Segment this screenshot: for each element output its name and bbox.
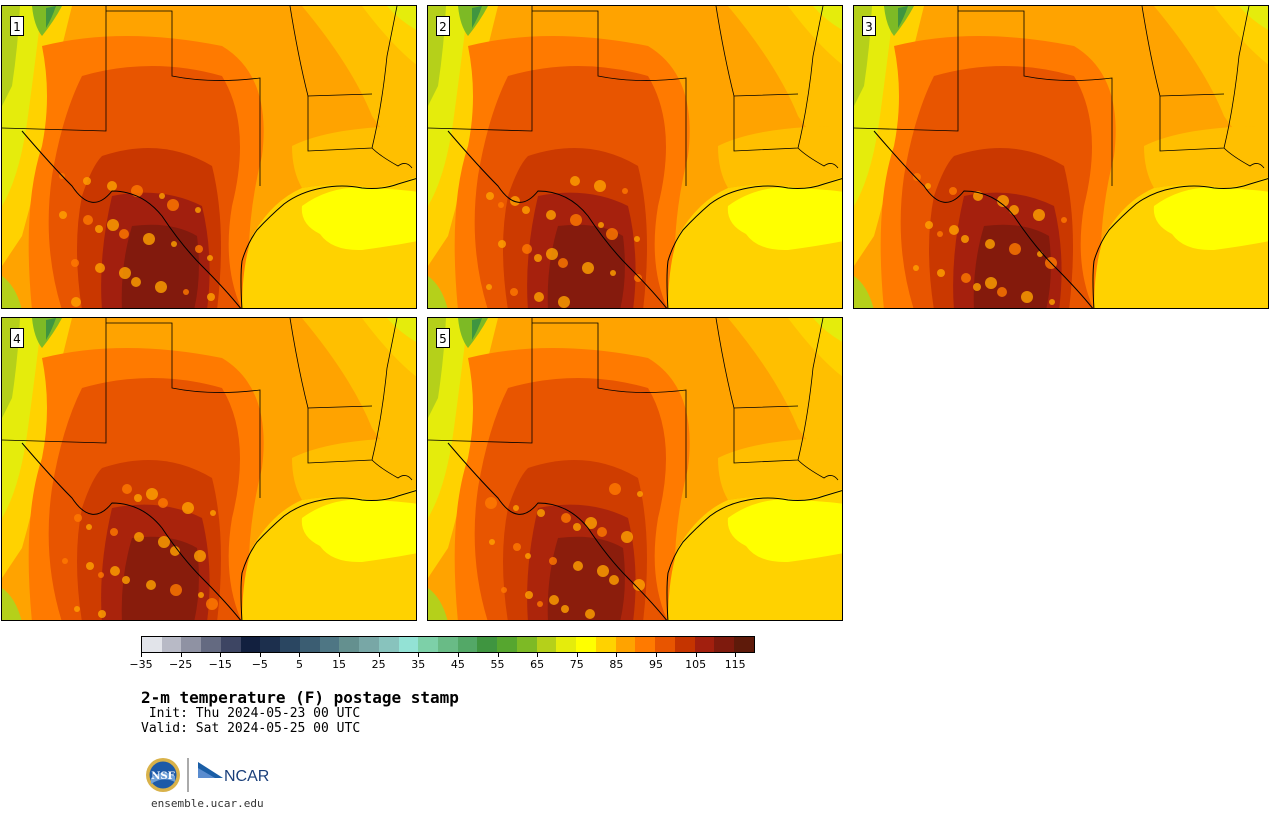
colorbar-tick [695, 653, 697, 657]
temperature-map [2, 6, 416, 308]
colorbar-swatch [674, 637, 695, 652]
colorbar-swatch [418, 637, 439, 652]
colorbar-swatch [734, 637, 754, 652]
panel-number: 1 [10, 16, 24, 36]
colorbar-swatch [576, 637, 596, 652]
colorbar-tick [735, 653, 737, 657]
panel-number: 5 [436, 328, 450, 348]
ncar-logo-text: NCAR [224, 768, 269, 785]
colorbar-tick-label: −5 [251, 658, 268, 671]
colorbar-tick-label: 45 [450, 658, 465, 671]
colorbar-tick [141, 653, 142, 657]
colorbar-swatch [556, 637, 577, 652]
colorbar-swatch [714, 637, 735, 652]
nsf-logo-icon: NSF [146, 758, 180, 792]
colorbar-swatch [398, 637, 419, 652]
valid-time: Valid: Sat 2024-05-25 00 UTC [141, 721, 361, 736]
nsf-logo-text: NSF [151, 771, 174, 782]
colorbar-tick [616, 653, 618, 657]
plot-title: 2-m temperature (F) postage stamp [141, 688, 459, 707]
colorbar-swatch [319, 637, 340, 652]
colorbar-tick-label: 115 [724, 658, 746, 671]
colorbar-swatch [299, 637, 320, 652]
colorbar-tick-label: −25 [169, 658, 193, 671]
temperature-map [428, 6, 842, 308]
map-panel: 1 [1, 5, 417, 309]
colorbar-swatch [438, 637, 458, 652]
init-time: Init: Thu 2024-05-23 00 UTC [141, 706, 361, 721]
colorbar-tick-label: 105 [685, 658, 707, 671]
colorbar-swatch [378, 637, 399, 652]
colorbar-swatch [635, 637, 656, 652]
colorbar-tick-label: 5 [295, 658, 303, 671]
colorbar-tick [378, 653, 380, 657]
colorbar-tick-label: 25 [371, 658, 386, 671]
colorbar-tick-label: 65 [530, 658, 545, 671]
colorbar-swatch [220, 637, 241, 652]
map-panel: 5 [427, 317, 843, 621]
colorbar-swatch [240, 637, 261, 652]
colorbar-tick-label: 75 [569, 658, 584, 671]
colorbar-swatch [477, 637, 498, 652]
colorbar-tick [339, 653, 341, 657]
map-panel: 3 [853, 5, 1269, 309]
colorbar-swatch [497, 637, 517, 652]
colorbar-swatch [181, 637, 202, 652]
colorbar-swatch [280, 637, 300, 652]
colorbar-tick-label: 95 [648, 658, 663, 671]
colorbar-tick [497, 653, 499, 657]
map-panel: 2 [427, 5, 843, 309]
logos: NSF NCAR [143, 756, 283, 796]
panel-number: 3 [862, 16, 876, 36]
colorbar-tick [259, 653, 261, 657]
colorbar-tick [418, 653, 420, 657]
ncar-logo-icon: NCAR [198, 762, 269, 785]
panel-number: 4 [10, 328, 24, 348]
colorbar-swatch [142, 637, 162, 652]
colorbar-tick-label: 15 [332, 658, 347, 671]
colorbar-tick [457, 653, 459, 657]
colorbar-swatch [615, 637, 636, 652]
colorbar-swatch [536, 637, 557, 652]
colorbar-tick [537, 653, 539, 657]
colorbar-swatch [655, 637, 675, 652]
colorbar-swatch [339, 637, 360, 652]
colorbar-swatch [260, 637, 281, 652]
colorbar-swatch [457, 637, 478, 652]
colorbar-tick [180, 653, 182, 657]
colorbar-tick [576, 653, 578, 657]
map-panel: 4 [1, 317, 417, 621]
panel-number: 2 [436, 16, 450, 36]
colorbar-tick-label: −35 [129, 658, 153, 671]
colorbar-tick-label: −15 [208, 658, 232, 671]
colorbar-swatch [595, 637, 616, 652]
colorbar [141, 636, 755, 653]
colorbar-tick-label: 55 [490, 658, 505, 671]
colorbar-tick [220, 653, 222, 657]
temperature-map [2, 318, 416, 620]
site-url: ensemble.ucar.edu [151, 797, 264, 810]
colorbar-ticks: −35 −25 −15 −5 5 15 25 35 45 55 65 75 85 95 105 115 [129, 653, 755, 673]
colorbar-tick [655, 653, 657, 657]
colorbar-swatch [161, 637, 182, 652]
colorbar-swatch [516, 637, 537, 652]
colorbar-tick [299, 653, 301, 657]
colorbar-swatch [359, 637, 379, 652]
colorbar-tick-label: 35 [411, 658, 426, 671]
colorbar-swatch [694, 637, 715, 652]
temperature-map [854, 6, 1268, 308]
colorbar-tick-label: 85 [609, 658, 624, 671]
temperature-map [428, 318, 842, 620]
colorbar-swatch [201, 637, 221, 652]
